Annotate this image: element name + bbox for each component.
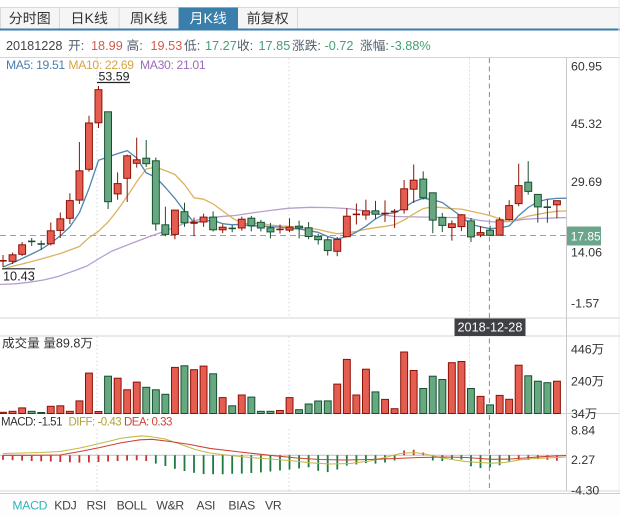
svg-text:-0.72: -0.72 bbox=[325, 39, 354, 53]
svg-text::: : bbox=[317, 39, 321, 53]
svg-text:45.32: 45.32 bbox=[571, 117, 602, 131]
svg-text:14.06: 14.06 bbox=[571, 246, 602, 260]
svg-text:-3.88%: -3.88% bbox=[391, 39, 431, 53]
svg-text:29.69: 29.69 bbox=[571, 175, 602, 189]
svg-text:34: 34 bbox=[571, 407, 585, 421]
svg-text:MACD: MACD bbox=[12, 499, 47, 513]
svg-text::: : bbox=[197, 39, 201, 53]
svg-text:ASI: ASI bbox=[196, 499, 215, 513]
svg-text:18.99: 18.99 bbox=[91, 39, 123, 53]
svg-text:240: 240 bbox=[571, 375, 592, 389]
svg-text::: : bbox=[81, 39, 85, 53]
svg-text:RSI: RSI bbox=[87, 499, 106, 513]
svg-text::: : bbox=[385, 39, 389, 53]
svg-text:20181228: 20181228 bbox=[6, 39, 62, 53]
svg-text:-1.57: -1.57 bbox=[571, 297, 599, 311]
svg-text:KDJ: KDJ bbox=[54, 499, 76, 513]
svg-text:17.85: 17.85 bbox=[259, 39, 291, 53]
svg-text:K: K bbox=[204, 10, 214, 26]
svg-text:-4.30: -4.30 bbox=[571, 484, 599, 498]
svg-text:K: K bbox=[144, 10, 154, 26]
svg-text:17.85: 17.85 bbox=[571, 230, 601, 244]
svg-text:446: 446 bbox=[571, 343, 592, 357]
svg-text:K: K bbox=[85, 10, 95, 26]
svg-text:MA10: 22.69: MA10: 22.69 bbox=[68, 58, 134, 72]
svg-text:8.84: 8.84 bbox=[571, 424, 595, 438]
svg-text:VR: VR bbox=[265, 499, 282, 513]
svg-text:BOLL: BOLL bbox=[117, 499, 147, 513]
svg-text::: : bbox=[139, 39, 143, 53]
svg-text:MA5: 19.51: MA5: 19.51 bbox=[6, 58, 65, 72]
svg-text:2.27: 2.27 bbox=[571, 453, 595, 467]
svg-text:MA30: 21.01: MA30: 21.01 bbox=[140, 58, 206, 72]
svg-text:BIAS: BIAS bbox=[228, 499, 255, 513]
svg-text::: : bbox=[250, 39, 254, 53]
svg-text:53.59: 53.59 bbox=[99, 70, 130, 84]
svg-text:10.43: 10.43 bbox=[3, 270, 35, 284]
svg-text:2018-12-28: 2018-12-28 bbox=[458, 321, 523, 335]
svg-text:DIFF: -0.43: DIFF: -0.43 bbox=[69, 417, 122, 429]
svg-text:19.53: 19.53 bbox=[151, 39, 183, 53]
svg-text:89.8: 89.8 bbox=[56, 337, 81, 351]
svg-text:W&R: W&R bbox=[156, 499, 184, 513]
svg-text:17.27: 17.27 bbox=[205, 39, 237, 53]
svg-text:60.95: 60.95 bbox=[571, 60, 602, 74]
svg-text:DEA: 0.33: DEA: 0.33 bbox=[124, 417, 172, 429]
svg-text:MACD: -1.51: MACD: -1.51 bbox=[1, 417, 62, 429]
